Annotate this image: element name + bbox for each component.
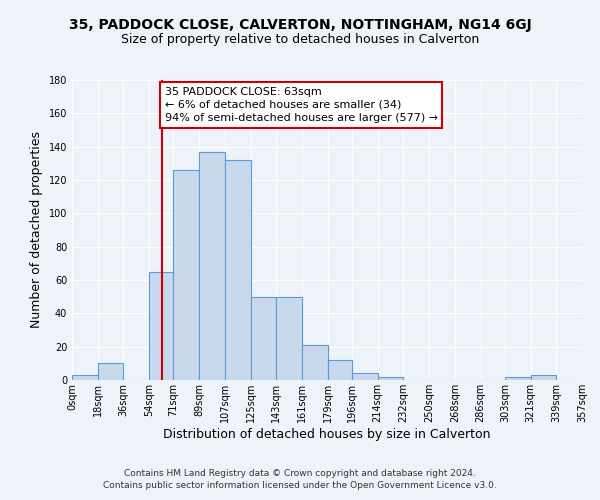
Bar — [199, 152, 225, 380]
Bar — [378, 376, 403, 380]
Bar — [302, 345, 328, 380]
Bar — [98, 364, 124, 380]
Text: 35 PADDOCK CLOSE: 63sqm
← 6% of detached houses are smaller (34)
94% of semi-det: 35 PADDOCK CLOSE: 63sqm ← 6% of detached… — [165, 86, 438, 123]
Bar — [225, 160, 251, 380]
Text: Size of property relative to detached houses in Calverton: Size of property relative to detached ho… — [121, 32, 479, 46]
Bar — [276, 296, 302, 380]
Bar — [505, 376, 530, 380]
Bar — [173, 170, 199, 380]
Text: 35, PADDOCK CLOSE, CALVERTON, NOTTINGHAM, NG14 6GJ: 35, PADDOCK CLOSE, CALVERTON, NOTTINGHAM… — [68, 18, 532, 32]
Bar — [251, 296, 276, 380]
Bar — [72, 375, 98, 380]
Bar — [149, 272, 173, 380]
Bar — [328, 360, 352, 380]
X-axis label: Distribution of detached houses by size in Calverton: Distribution of detached houses by size … — [163, 428, 491, 440]
Text: Contains HM Land Registry data © Crown copyright and database right 2024.
Contai: Contains HM Land Registry data © Crown c… — [103, 468, 497, 490]
Bar — [352, 374, 378, 380]
Bar — [530, 375, 556, 380]
Y-axis label: Number of detached properties: Number of detached properties — [30, 132, 43, 328]
